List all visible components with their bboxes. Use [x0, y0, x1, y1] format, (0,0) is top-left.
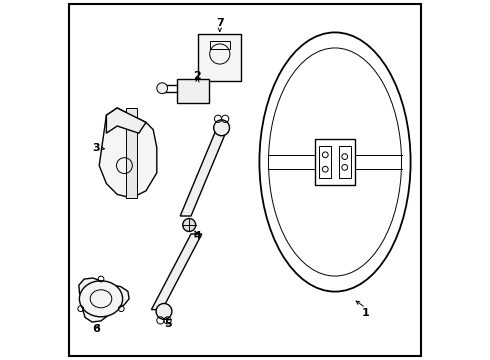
Polygon shape	[176, 79, 209, 103]
Text: 5: 5	[164, 319, 171, 329]
Circle shape	[214, 120, 229, 136]
Text: 2: 2	[194, 71, 201, 81]
Text: 1: 1	[362, 308, 369, 318]
Text: 4: 4	[194, 231, 201, 241]
Polygon shape	[99, 108, 157, 198]
Polygon shape	[106, 108, 146, 133]
Polygon shape	[151, 234, 202, 310]
Text: 3: 3	[93, 143, 100, 153]
Ellipse shape	[79, 281, 122, 317]
Circle shape	[156, 303, 172, 319]
Polygon shape	[126, 108, 137, 198]
Circle shape	[157, 83, 168, 94]
Polygon shape	[198, 34, 242, 81]
Circle shape	[183, 219, 196, 231]
Polygon shape	[315, 139, 355, 185]
Text: 6: 6	[93, 324, 100, 334]
Polygon shape	[79, 278, 129, 322]
Text: 7: 7	[216, 18, 223, 28]
Polygon shape	[180, 130, 227, 216]
